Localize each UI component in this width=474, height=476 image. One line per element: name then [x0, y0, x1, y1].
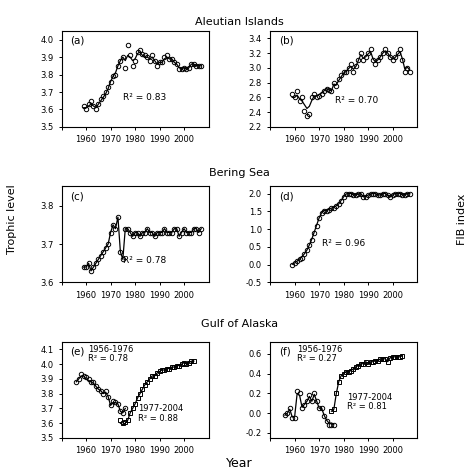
Text: R² = 0.78: R² = 0.78	[88, 354, 128, 363]
Text: (e): (e)	[71, 347, 85, 357]
Text: Bering Sea: Bering Sea	[209, 168, 270, 178]
Text: R² = 0.88: R² = 0.88	[138, 414, 178, 423]
Text: Year: Year	[226, 457, 253, 470]
Text: (b): (b)	[279, 36, 294, 46]
Text: R² = 0.78: R² = 0.78	[123, 256, 166, 265]
Text: 1977-2004: 1977-2004	[138, 404, 183, 413]
Text: (a): (a)	[71, 36, 85, 46]
Text: R² = 0.27: R² = 0.27	[297, 354, 337, 363]
Text: R² = 0.81: R² = 0.81	[346, 402, 386, 411]
Text: (f): (f)	[279, 347, 291, 357]
Text: Trophic level: Trophic level	[7, 184, 17, 254]
Text: 1956-1976: 1956-1976	[297, 345, 342, 354]
Text: (c): (c)	[71, 191, 84, 201]
Text: R² = 0.96: R² = 0.96	[322, 239, 365, 248]
Text: Aleutian Islands: Aleutian Islands	[195, 17, 284, 27]
Text: 1956-1976: 1956-1976	[88, 345, 134, 354]
Text: (d): (d)	[279, 191, 294, 201]
Text: 1977-2004: 1977-2004	[346, 393, 392, 402]
Text: Gulf of Alaska: Gulf of Alaska	[201, 319, 278, 329]
Text: FIB index: FIB index	[457, 193, 467, 245]
Text: R² = 0.70: R² = 0.70	[335, 96, 378, 105]
Text: R² = 0.83: R² = 0.83	[123, 93, 166, 102]
